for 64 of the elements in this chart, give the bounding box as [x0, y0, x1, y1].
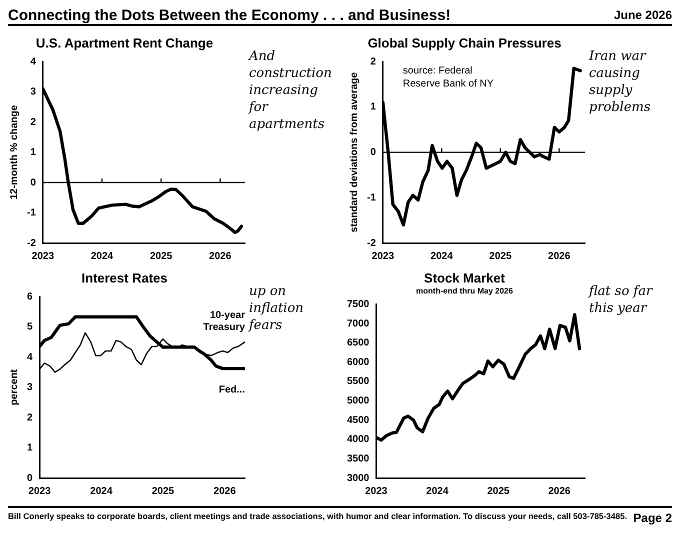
y-tick-label: 4 — [27, 352, 33, 363]
chart-title: U.S. Apartment Rent Change — [36, 35, 214, 50]
text: Bill Conerly speaks to corporate boards, client meetings and trade associations, with humor and clear information. To discuss your needs, call 503-785-3485. — [8, 511, 628, 523]
y-tick-label: -2 — [26, 238, 36, 249]
y-tick-label: 0 — [370, 147, 376, 158]
x-tick-label: 2024 — [90, 486, 113, 497]
x-tick-label: 2025 — [487, 486, 510, 497]
y-tick-label: -1 — [26, 208, 36, 219]
y-tick-label: 3500 — [346, 453, 370, 464]
y-tick-label: 7000 — [346, 318, 370, 330]
x-tick-label: 2026 — [209, 250, 232, 262]
y-tick-label: 2 — [27, 412, 33, 424]
x-tick-label: 2025 — [150, 250, 173, 262]
x-tick-label: 2023 — [28, 486, 52, 497]
x-tick-label: 2024 — [426, 486, 449, 497]
annotation: source: Federal Reserve Bank of NY — [402, 66, 494, 90]
series-label: Fed... — [218, 384, 246, 396]
x-tick-label: 2024 — [90, 250, 114, 262]
x-tick-label: 2026 — [548, 486, 571, 497]
chart-subtitle: month-end thru May 2026 — [416, 286, 514, 296]
y-tick-label: 0 — [27, 472, 33, 484]
x-tick-label: 2026 — [548, 250, 571, 262]
y-tick-label: 1 — [27, 442, 33, 454]
x-tick-label: 2024 — [430, 250, 454, 262]
y-tick-label: 4 — [30, 56, 36, 68]
y-tick-label: 6000 — [346, 356, 370, 368]
x-tick-label: 2023 — [32, 250, 54, 262]
x-tick-label: 2023 — [372, 250, 394, 262]
x-tick-label: 2025 — [152, 486, 175, 497]
y-tick-label: -1 — [366, 192, 376, 204]
y-tick-label: 5500 — [346, 376, 370, 388]
x-tick-label: 2026 — [214, 486, 236, 497]
y-axis-title: percent — [8, 368, 20, 406]
text: flat so far this year — [588, 284, 653, 316]
y-tick-label: 0 — [30, 177, 36, 188]
series-label: 10-year Treasury — [203, 310, 246, 333]
chart-title: Global Supply Chain Pressures — [368, 35, 562, 50]
y-tick-label: -2 — [366, 238, 376, 249]
x-tick-label: 2023 — [365, 486, 388, 497]
text: Connecting the Dots Between the Economy . . . and Business! — [8, 7, 451, 24]
chart-title: Stock Market — [424, 270, 506, 286]
text: up on inflation fears — [248, 284, 304, 333]
text: Iran war causing supply problems — [588, 49, 651, 115]
x-tick-label: 2025 — [489, 250, 512, 262]
chart-title: Interest Rates — [82, 270, 168, 286]
y-tick-label: 4000 — [346, 434, 370, 446]
y-tick-label: 5000 — [346, 396, 370, 407]
y-tick-label: 6 — [27, 291, 33, 302]
y-axis-title: 12-month % change — [8, 104, 20, 200]
y-tick-label: 6500 — [346, 338, 370, 349]
y-tick-label: 1 — [370, 102, 376, 113]
y-tick-label: 3000 — [346, 472, 370, 484]
y-tick-label: 4500 — [346, 414, 370, 426]
text: June 2026 — [614, 8, 672, 24]
y-tick-label: 1 — [30, 147, 36, 158]
text: Page 2 — [633, 511, 672, 525]
text: And construction increasing for apartments — [248, 49, 332, 132]
y-tick-label: 5 — [27, 322, 33, 333]
y-tick-label: 7500 — [346, 298, 370, 310]
y-tick-label: 2 — [30, 116, 36, 128]
y-tick-label: 2 — [370, 56, 376, 68]
y-axis-title: standard deviations from average — [348, 72, 360, 232]
y-tick-label: 3 — [27, 382, 33, 394]
y-tick-label: 3 — [30, 86, 36, 98]
